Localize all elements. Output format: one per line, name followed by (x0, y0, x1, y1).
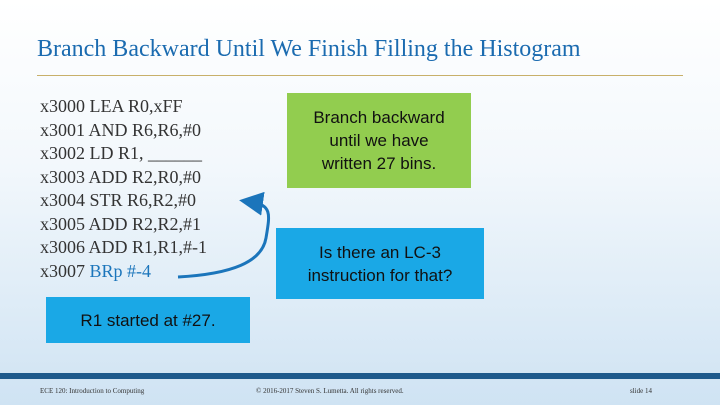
code-instruction: ADD R1,R1,#-1 (88, 237, 208, 257)
code-line-branch-target: x3004 STR R6,R2,#0 (40, 189, 207, 213)
footer-bar (0, 373, 720, 379)
code-address: x3004 (40, 190, 85, 210)
code-line: x3002 LD R1, ______ (40, 142, 207, 166)
code-instruction-highlight: BRp #-4 (89, 260, 152, 281)
code-instruction: ADD R2,R0,#0 (88, 166, 202, 187)
code-instruction: ADD R2,R2,#1 (88, 213, 202, 234)
callout-lc3-question-text: Is there an LC-3 instruction for that? (307, 242, 453, 285)
footer-course: ECE 120: Introduction to Computing (40, 387, 145, 395)
slide-title: Branch Backward Until We Finish Filling … (37, 36, 581, 62)
code-address: x3006 (40, 237, 85, 257)
code-instruction: LD R1, ______ (89, 143, 203, 163)
code-address: x3005 (40, 213, 85, 234)
code-instruction: AND R6,R6,#0 (88, 119, 202, 140)
callout-r1-note: R1 started at #27. (46, 297, 250, 343)
title-divider (37, 75, 683, 76)
code-address: x3007 (40, 260, 85, 281)
code-instruction: STR R6,R2,#0 (89, 190, 197, 210)
callout-branch-backward-text: Branch backward until we have written 27… (313, 108, 445, 173)
footer-copyright: © 2016-2017 Steven S. Lumetta. All right… (256, 387, 404, 395)
code-line: x3005 ADD R2,R2,#1 (40, 213, 207, 237)
branch-arrow-path (177, 191, 271, 279)
code-line: x3001 AND R6,R6,#0 (40, 119, 207, 143)
code-instruction: LEA R0,xFF (89, 96, 183, 116)
code-address: x3003 (40, 166, 85, 187)
code-address: x3001 (40, 119, 85, 140)
code-line: x3000 LEA R0,xFF (40, 95, 207, 119)
code-line-branch: x3007 BRp #-4 (40, 260, 207, 284)
callout-lc3-question: Is there an LC-3 instruction for that? (276, 228, 484, 299)
callout-r1-note-text: R1 started at #27. (80, 310, 216, 330)
callout-branch-backward: Branch backward until we have written 27… (287, 93, 471, 188)
code-line: x3006 ADD R1,R1,#-1 (40, 236, 207, 260)
footer-slide-number: slide 14 (630, 387, 652, 395)
code-listing: x3000 LEA R0,xFF x3001 AND R6,R6,#0 x300… (40, 95, 207, 283)
code-address: x3000 (40, 96, 85, 116)
code-address: x3002 (40, 143, 85, 163)
code-line: x3003 ADD R2,R0,#0 (40, 166, 207, 190)
